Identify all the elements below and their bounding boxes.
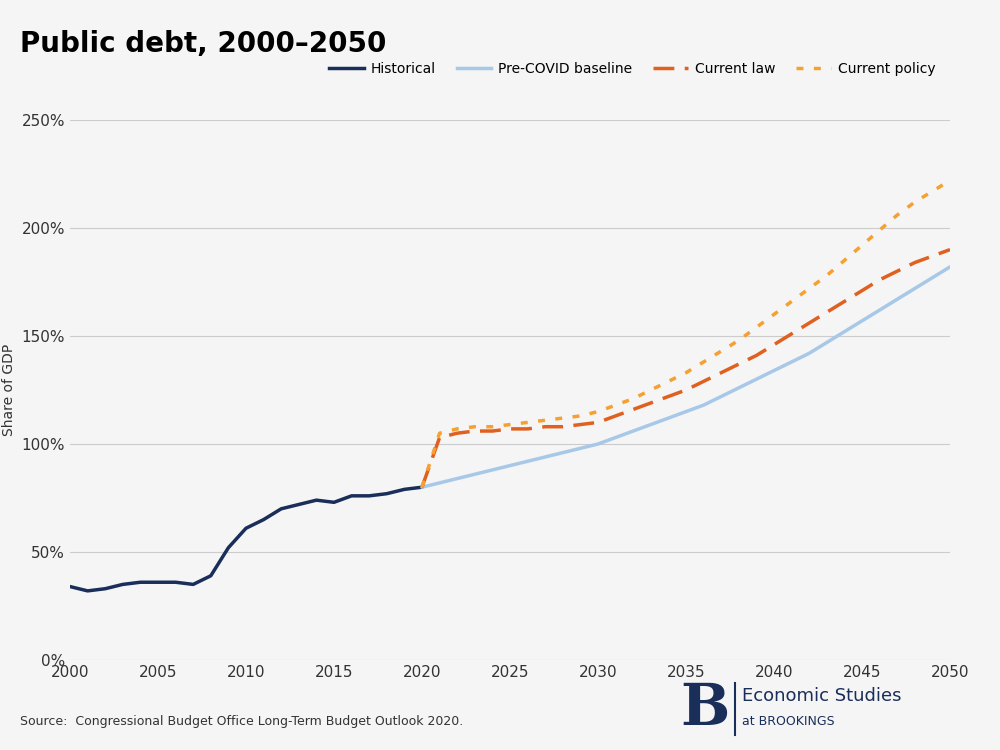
Text: Source:  Congressional Budget Office Long-Term Budget Outlook 2020.: Source: Congressional Budget Office Long… (20, 715, 463, 728)
Text: B: B (680, 681, 729, 736)
Text: Economic Studies: Economic Studies (742, 687, 902, 705)
Text: at BROOKINGS: at BROOKINGS (742, 715, 835, 728)
Legend: Historical, Pre-COVID baseline, Current law, Current policy: Historical, Pre-COVID baseline, Current … (323, 57, 941, 82)
Y-axis label: Share of GDP: Share of GDP (2, 344, 16, 436)
Text: Public debt, 2000–2050: Public debt, 2000–2050 (20, 30, 386, 58)
